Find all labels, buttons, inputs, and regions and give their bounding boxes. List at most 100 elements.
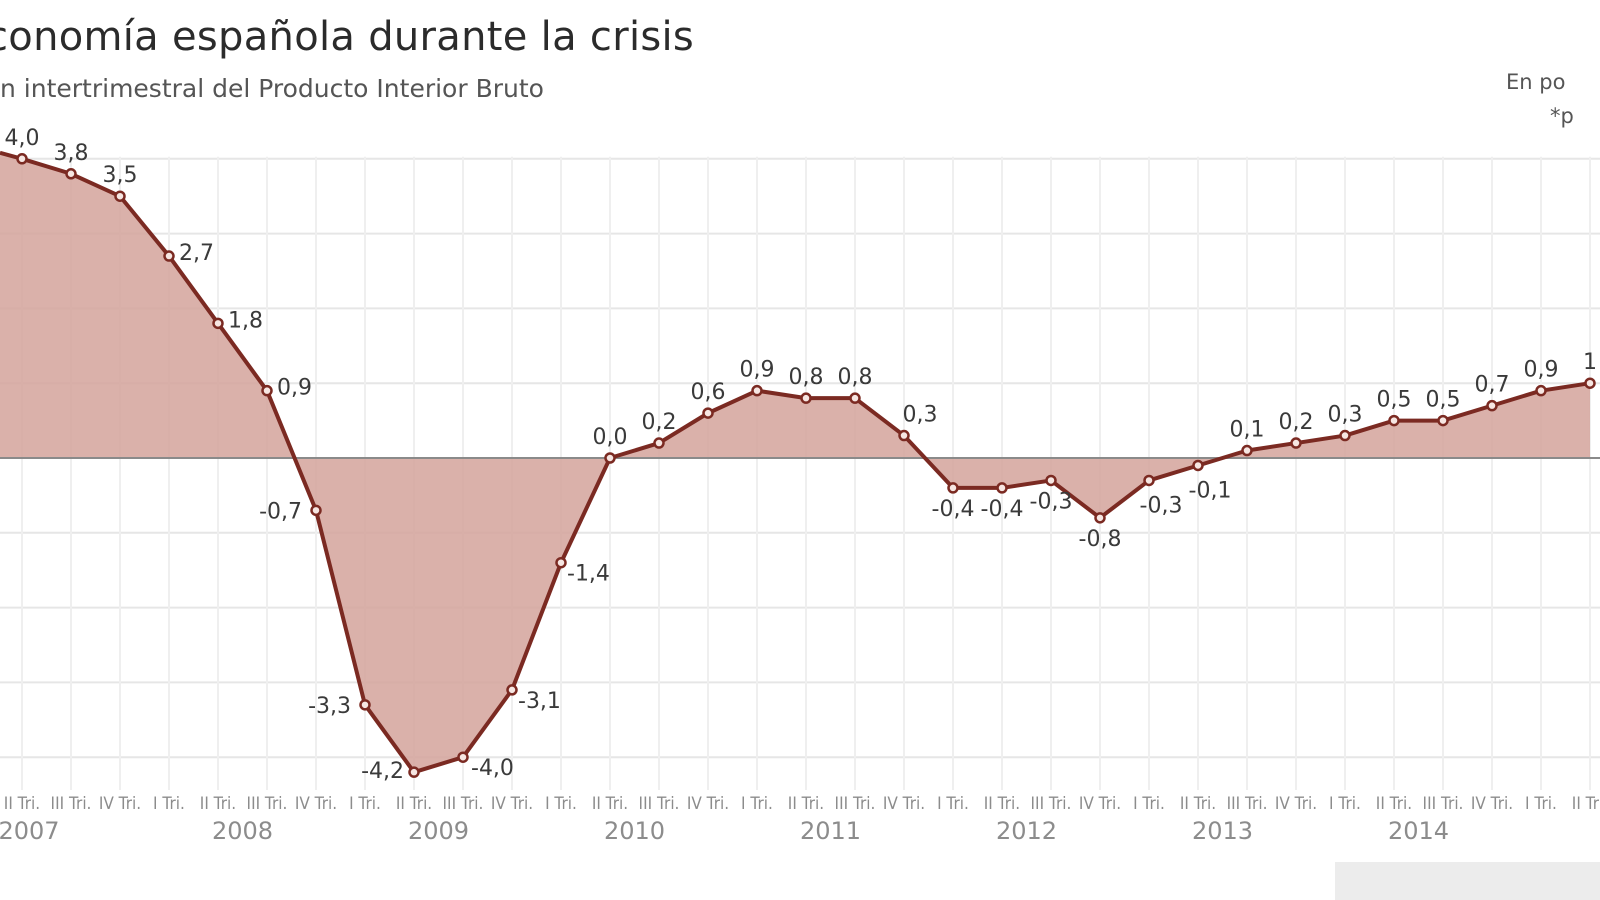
data-point bbox=[114, 190, 126, 202]
year-label: 2008 bbox=[212, 817, 273, 845]
data-label: -4,2 bbox=[361, 759, 404, 784]
data-point bbox=[1290, 437, 1302, 449]
data-label: 3,8 bbox=[54, 141, 89, 166]
data-label: -0,3 bbox=[1030, 489, 1073, 514]
data-point bbox=[1535, 384, 1547, 397]
x-tick-label: IV Tri. bbox=[99, 793, 141, 813]
data-point bbox=[898, 429, 910, 442]
x-tick-label: III Tri. bbox=[1423, 793, 1464, 813]
year-label: 2014 bbox=[1388, 817, 1449, 845]
unit-note: En po bbox=[1506, 70, 1566, 94]
data-label: 4,0 bbox=[5, 126, 40, 151]
data-label: -3,3 bbox=[308, 694, 351, 719]
x-tick-label: I Tri. bbox=[937, 793, 969, 813]
footnote: *p bbox=[1550, 104, 1574, 128]
data-label: 0,2 bbox=[642, 410, 677, 435]
data-label: 0,3 bbox=[1328, 403, 1363, 428]
data-point bbox=[1241, 444, 1253, 457]
x-tick-label: I Tri. bbox=[349, 793, 381, 813]
x-tick-label: I Tri. bbox=[545, 793, 577, 813]
year-label: 2013 bbox=[1192, 817, 1253, 845]
x-tick-label: IV Tri. bbox=[1275, 793, 1317, 813]
x-tick-label: I Tri. bbox=[741, 793, 773, 813]
data-point bbox=[653, 437, 665, 449]
footer-box bbox=[1335, 862, 1600, 900]
series-line bbox=[0, 150, 1591, 775]
data-label: -4,0 bbox=[471, 756, 514, 781]
x-tick-label: III Tri. bbox=[639, 793, 680, 813]
x-tick-label: IV Tri. bbox=[883, 793, 925, 813]
chart-title: conomía española durante la crisis bbox=[0, 14, 695, 60]
data-label: 0,9 bbox=[740, 358, 775, 383]
data-point bbox=[1486, 399, 1498, 412]
year-label: 2011 bbox=[800, 817, 861, 845]
data-label: -0,4 bbox=[932, 497, 975, 522]
x-tick-label: IV Tri. bbox=[295, 793, 337, 813]
data-label: 0,7 bbox=[1475, 373, 1510, 398]
x-tick-label: II Tri. bbox=[200, 793, 236, 813]
year-label: 2007 bbox=[0, 817, 60, 845]
data-label: 0,9 bbox=[277, 376, 312, 401]
x-tick-label: IV Tri. bbox=[1471, 793, 1513, 813]
data-point bbox=[555, 556, 567, 569]
data-point bbox=[849, 392, 861, 404]
data-point bbox=[310, 504, 322, 517]
data-point bbox=[1437, 414, 1449, 427]
data-point bbox=[996, 482, 1008, 494]
data-label: 0,2 bbox=[1279, 410, 1314, 435]
area-fill bbox=[0, 152, 1590, 773]
x-tick-label: I Tri. bbox=[1329, 793, 1361, 813]
x-tick-label: I Tri. bbox=[1133, 793, 1165, 813]
year-label: 2009 bbox=[408, 817, 469, 845]
data-point bbox=[751, 384, 763, 397]
data-point bbox=[16, 153, 28, 165]
x-tick-label: II Tri. bbox=[1572, 793, 1600, 813]
data-label: -1,4 bbox=[567, 562, 610, 587]
data-label: 0,1 bbox=[1230, 418, 1265, 443]
data-label: -3,1 bbox=[518, 689, 561, 714]
data-point bbox=[212, 317, 224, 330]
data-label: 1,8 bbox=[228, 308, 263, 333]
x-tick-label: III Tri. bbox=[1227, 793, 1268, 813]
x-tick-label: II Tri. bbox=[1180, 793, 1216, 813]
data-label: 0,9 bbox=[1524, 358, 1559, 383]
data-point bbox=[1339, 429, 1351, 442]
data-point bbox=[947, 482, 959, 494]
data-label: 2,7 bbox=[179, 241, 214, 266]
data-label: 0,8 bbox=[838, 365, 873, 390]
x-tick-label: II Tri. bbox=[984, 793, 1020, 813]
x-tick-label: I Tri. bbox=[153, 793, 185, 813]
chart-subtitle: n intertrimestral del Producto Interior … bbox=[0, 74, 544, 103]
x-tick-label: IV Tri. bbox=[687, 793, 729, 813]
x-tick-label: II Tri. bbox=[592, 793, 628, 813]
x-tick-label: IV Tri. bbox=[1079, 793, 1121, 813]
data-point bbox=[506, 684, 518, 696]
data-label: 0,0 bbox=[593, 425, 628, 450]
data-point bbox=[604, 452, 616, 464]
x-tick-label: II Tri. bbox=[1376, 793, 1412, 813]
data-point bbox=[1192, 459, 1204, 472]
data-point bbox=[1094, 512, 1106, 524]
data-point bbox=[359, 699, 371, 711]
data-label: -0,8 bbox=[1079, 527, 1122, 552]
x-tick-label: III Tri. bbox=[443, 793, 484, 813]
data-label: -0,3 bbox=[1140, 493, 1183, 518]
x-tick-label: II Tri. bbox=[788, 793, 824, 813]
data-label: -0,4 bbox=[981, 497, 1024, 522]
data-point bbox=[163, 250, 175, 262]
x-tick-label: III Tri. bbox=[51, 793, 92, 813]
x-tick-label: II Tri. bbox=[396, 793, 432, 813]
data-point bbox=[1143, 474, 1155, 487]
data-label: 0,3 bbox=[903, 403, 938, 428]
x-tick-label: III Tri. bbox=[247, 793, 288, 813]
year-label: 2012 bbox=[996, 817, 1057, 845]
data-point bbox=[408, 766, 420, 778]
data-label: -0,7 bbox=[259, 499, 302, 524]
year-label: 2010 bbox=[604, 817, 665, 845]
data-point bbox=[1388, 414, 1400, 427]
data-point bbox=[457, 751, 469, 763]
x-tick-label: III Tri. bbox=[835, 793, 876, 813]
data-point bbox=[261, 384, 273, 397]
data-point bbox=[800, 392, 812, 404]
data-label: 1 bbox=[1583, 350, 1597, 375]
